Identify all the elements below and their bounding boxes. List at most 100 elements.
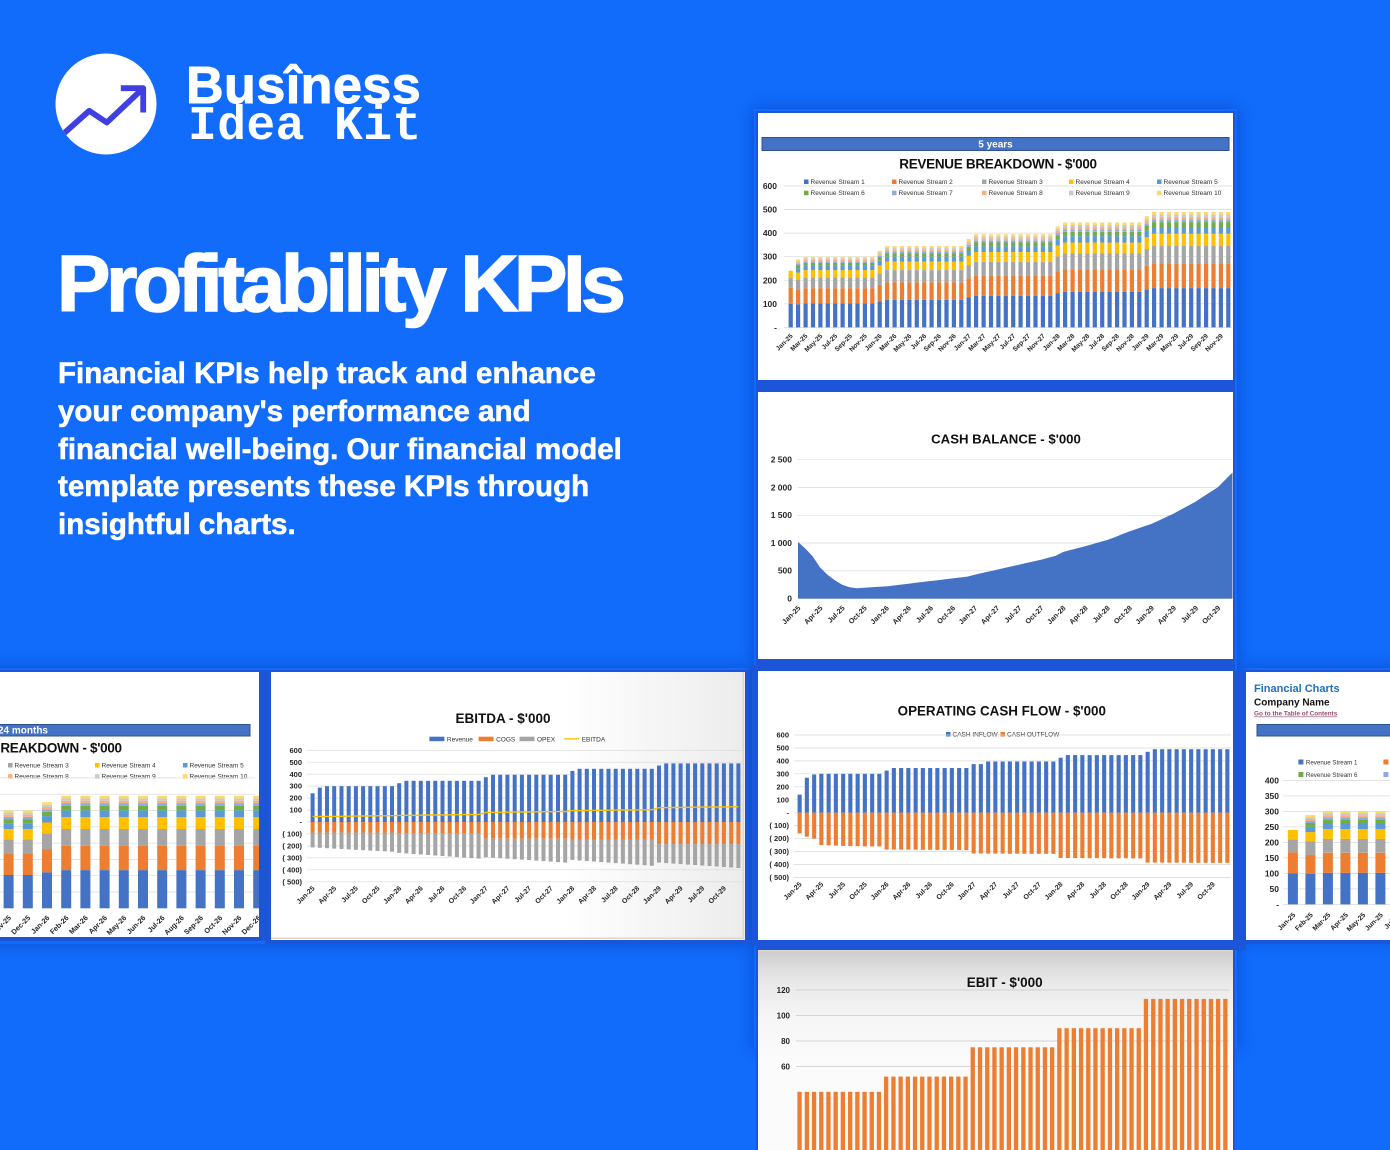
svg-text:600: 600	[290, 746, 303, 755]
svg-text:2 000: 2 000	[771, 482, 793, 492]
svg-text:Jul-28: Jul-28	[601, 885, 620, 904]
svg-text:May-26: May-26	[105, 913, 129, 937]
svg-text:Apr-28: Apr-28	[578, 885, 599, 906]
svg-text:Jul-26: Jul-26	[915, 881, 934, 900]
svg-text:Oct-28: Oct-28	[1112, 603, 1134, 625]
svg-text:EBITDA - $'000: EBITDA - $'000	[456, 711, 551, 726]
svg-text:60: 60	[781, 1062, 790, 1071]
svg-text:400: 400	[290, 770, 303, 779]
svg-text:Jan-26: Jan-26	[868, 603, 890, 625]
svg-text:Revenue Stream 3: Revenue Stream 3	[989, 178, 1044, 185]
svg-text:Jul-25: Jul-25	[341, 885, 360, 904]
svg-text:Jan-25: Jan-25	[1276, 912, 1297, 933]
svg-text:Revenue Stream 10: Revenue Stream 10	[190, 774, 248, 781]
svg-text:Oct-26: Oct-26	[448, 885, 468, 905]
svg-text:Jul-26: Jul-26	[427, 885, 446, 904]
svg-text:Jun-25: Jun-25	[1364, 912, 1385, 933]
svg-text:COGS: COGS	[496, 736, 516, 743]
svg-text:Revenue Stream 1: Revenue Stream 1	[1305, 759, 1357, 766]
svg-text:EBITDA: EBITDA	[582, 736, 606, 743]
svg-text:300: 300	[763, 251, 777, 261]
svg-text:Jul-29: Jul-29	[687, 885, 706, 904]
svg-text:Financial Charts: Financial Charts	[1254, 683, 1340, 695]
svg-text:Feb-26: Feb-26	[48, 913, 71, 936]
svg-text:Apr-29: Apr-29	[1153, 881, 1174, 902]
svg-text:( 100): ( 100)	[769, 821, 789, 830]
svg-text:Oct-27: Oct-27	[535, 885, 555, 905]
svg-text:500: 500	[290, 758, 303, 767]
svg-text:Jan-27: Jan-27	[957, 881, 978, 902]
svg-text:600: 600	[776, 731, 789, 740]
svg-text:-: -	[1276, 899, 1279, 909]
svg-text:Jul-29: Jul-29	[1176, 881, 1195, 900]
svg-text:Jul-29: Jul-29	[1179, 603, 1200, 624]
svg-text:Revenue Stream 10: Revenue Stream 10	[1164, 190, 1222, 197]
svg-text:Jan-25: Jan-25	[780, 603, 802, 625]
svg-text:Revenue Stream 2: Revenue Stream 2	[899, 178, 954, 185]
svg-text:( 500): ( 500)	[283, 877, 303, 886]
svg-text:Jan-26: Jan-26	[383, 885, 404, 906]
svg-text:Jul-25: Jul-25	[1383, 912, 1390, 931]
svg-text:Oct-28: Oct-28	[621, 885, 641, 905]
svg-text:150: 150	[1264, 853, 1278, 863]
svg-text:100: 100	[290, 806, 303, 815]
svg-text:Revenue: Revenue	[447, 736, 473, 743]
svg-text:May-25: May-25	[1345, 912, 1367, 934]
svg-text:Revenue Stream 5: Revenue Stream 5	[190, 762, 245, 769]
svg-text:Jul-25: Jul-25	[828, 881, 847, 900]
svg-text:Oct-25: Oct-25	[361, 885, 381, 905]
svg-text:Jul-25: Jul-25	[826, 603, 847, 624]
svg-text:Apr-29: Apr-29	[664, 885, 685, 906]
svg-text:Mar-25: Mar-25	[1311, 912, 1332, 933]
svg-text:Apr-27: Apr-27	[979, 603, 1001, 625]
svg-text:Mar-26: Mar-26	[67, 913, 90, 936]
svg-text:Go to the Table of Contents: Go to the Table of Contents	[1254, 711, 1338, 718]
svg-text:200: 200	[290, 794, 303, 803]
svg-text:Apr-29: Apr-29	[1156, 603, 1178, 625]
svg-text:( 400): ( 400)	[283, 865, 303, 874]
svg-text:Revenue Stream 3: Revenue Stream 3	[15, 762, 70, 769]
svg-text:Oct-27: Oct-27	[1023, 603, 1045, 625]
svg-text:400: 400	[776, 757, 789, 766]
svg-text:Oct-29: Oct-29	[1196, 881, 1216, 901]
svg-text:( 300): ( 300)	[283, 853, 303, 862]
svg-text:100: 100	[776, 795, 789, 804]
svg-text:Revenue Stream 5: Revenue Stream 5	[1164, 178, 1219, 185]
svg-text:100: 100	[763, 298, 777, 308]
svg-text:200: 200	[776, 782, 789, 791]
svg-text:200: 200	[1264, 837, 1278, 847]
svg-text:Jan-25: Jan-25	[783, 881, 804, 902]
svg-text:Revenue Stream 4: Revenue Stream 4	[102, 762, 157, 769]
svg-text:Revenue Stream 6: Revenue Stream 6	[811, 190, 866, 197]
svg-text:50: 50	[1269, 884, 1279, 894]
svg-text:100: 100	[1264, 868, 1278, 878]
svg-text:Jan-28: Jan-28	[1045, 603, 1067, 625]
svg-text:Jul-27: Jul-27	[1002, 881, 1021, 900]
svg-text:Revenue Stream 8: Revenue Stream 8	[15, 774, 70, 781]
svg-text:Apr-25: Apr-25	[805, 881, 826, 902]
svg-text:( 300): ( 300)	[769, 847, 789, 856]
svg-text:Jul-26: Jul-26	[914, 603, 935, 624]
svg-text:80: 80	[781, 1036, 790, 1045]
svg-text:Oct-29: Oct-29	[1200, 603, 1222, 625]
svg-text:Jul-27: Jul-27	[1002, 603, 1023, 624]
svg-text:Nov-26: Nov-26	[220, 913, 243, 936]
svg-text:Apr-26: Apr-26	[892, 881, 913, 902]
svg-text:300: 300	[776, 769, 789, 778]
svg-text:350: 350	[1264, 791, 1278, 801]
svg-text:Oct-25: Oct-25	[847, 603, 869, 625]
svg-text:Jun-26: Jun-26	[125, 913, 148, 936]
svg-text:400: 400	[763, 228, 777, 238]
svg-text:Revenue Stream 6: Revenue Stream 6	[1305, 772, 1357, 779]
svg-text:REVENUE BREAKDOWN - $'000: REVENUE BREAKDOWN - $'000	[0, 741, 122, 756]
svg-text:EBIT - $'000: EBIT - $'000	[967, 975, 1043, 990]
svg-text:300: 300	[290, 782, 303, 791]
svg-text:400: 400	[1264, 775, 1278, 785]
svg-text:Revenue Stream 1: Revenue Stream 1	[811, 178, 866, 185]
svg-text:Oct-26: Oct-26	[935, 881, 955, 901]
svg-text:Feb-25: Feb-25	[1294, 912, 1315, 933]
svg-text:( 500): ( 500)	[769, 873, 789, 882]
svg-text:( 100): ( 100)	[283, 830, 303, 839]
svg-text:( 200): ( 200)	[769, 834, 789, 843]
svg-text:0: 0	[787, 593, 792, 603]
